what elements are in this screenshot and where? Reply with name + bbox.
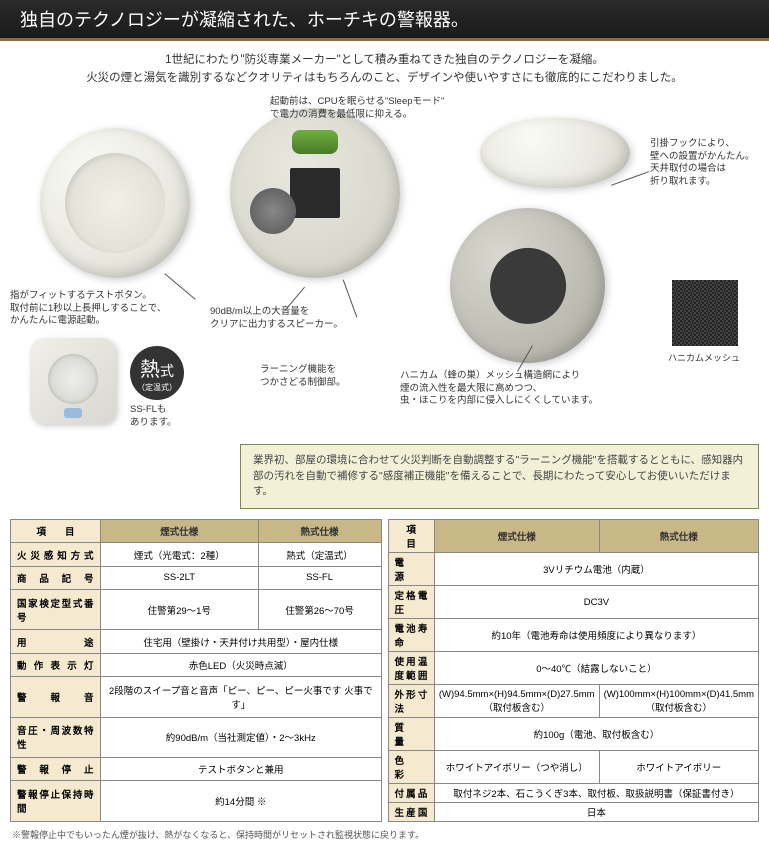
row-header: 国家検定型式番号 <box>11 589 101 630</box>
cell: 約14分間 ※ <box>101 781 382 822</box>
badge-sub: （定温式） <box>137 382 177 393</box>
row-header: 質 量 <box>388 718 434 751</box>
cell: 日本 <box>434 803 758 822</box>
honeycomb-mesh-sample <box>670 278 740 348</box>
row-header: 電 源 <box>388 553 434 586</box>
cell: 3Vリチウム電池（内蔵） <box>434 553 758 586</box>
cell: テストボタンと兼用 <box>101 758 382 781</box>
heat-type-badge: 熱式 （定温式） <box>130 346 184 400</box>
row-header: 付属品 <box>388 784 434 803</box>
annot-test-button: 指がフィットするテストボタン。 取付前に1秒以上長押しすることで、 かんたんに電… <box>10 290 166 328</box>
cell: ホワイトアイボリー <box>599 751 758 784</box>
cell: 0～40℃（結露しないこと） <box>434 652 758 685</box>
annot-honeycomb: ハニカム（蜂の巣）メッシュ構造網により 煙の流入性を最大限に高めつつ、 虫・ほこ… <box>400 370 598 408</box>
row-header: 色 彩 <box>388 751 434 784</box>
cell: SS-2LT <box>101 566 259 589</box>
col-header: 熱式仕様 <box>599 520 758 553</box>
device-internal <box>230 108 400 278</box>
cell: DC3V <box>434 586 758 619</box>
cell: 約100g（電池、取付板含む） <box>434 718 758 751</box>
col-header: 煙式仕様 <box>101 520 259 543</box>
badge-suffix: 式 <box>160 363 174 379</box>
ssfl-text: SS-FLも あります。 <box>130 404 177 430</box>
cell: 熱式（定温式） <box>258 543 381 566</box>
cell: 住警第26～70号 <box>258 589 381 630</box>
annot-learning: ラーニング機能を つかさどる制御部。 <box>260 364 346 390</box>
cell: 約90dB/m（当社測定値）・2～3kHz <box>101 717 382 758</box>
cell: 約10年（電池寿命は使用頻度により異なります） <box>434 619 758 652</box>
row-header: 用 途 <box>11 630 101 653</box>
product-diagram: 熱式 （定温式） SS-FLも あります。 ハニカムメッシュ 起動前は、CPUを… <box>10 98 759 438</box>
cell: 煙式（光電式：2種） <box>101 543 259 566</box>
device-heat <box>30 338 116 424</box>
cell: SS-FL <box>258 566 381 589</box>
intro-text: 1世紀にわたり"防災専業メーカー"として積み重ねてきた独自のテクノロジーを凝縮。… <box>0 41 769 98</box>
control-chip <box>290 168 340 218</box>
row-header: 警報停止保持時間 <box>11 781 101 822</box>
device-side <box>480 118 630 188</box>
row-header: 警報停止 <box>11 758 101 781</box>
badge-main: 熱 <box>140 359 160 381</box>
mesh-label: ハニカムメッシュ <box>668 352 740 364</box>
row-header: 外形寸法 <box>388 685 434 718</box>
col-header: 煙式仕様 <box>434 520 599 553</box>
row-header: 定格電圧 <box>388 586 434 619</box>
spec-tables: 項 目煙式仕様熱式仕様火災感知方式煙式（光電式：2種）熱式（定温式）商品記号SS… <box>0 519 769 828</box>
spec-table-b: 項 目煙式仕様熱式仕様電 源3Vリチウム電池（内蔵）定格電圧DC3V電池寿命約1… <box>388 519 760 822</box>
annot-hook: 引掛フックにより、 壁への設置がかんたん。 天井取付の場合は 折り取れます。 <box>650 138 755 189</box>
footnote: ※警報停止中でもいったん煙が抜け、熱がなくなると、保持時間がリセットされ監視状態… <box>0 828 769 849</box>
col-header: 項 目 <box>11 520 101 543</box>
row-header: 警報音 <box>11 677 101 718</box>
cell: (W)94.5mm×(H)94.5mm×(D)27.5mm （取付板含む） <box>434 685 599 718</box>
row-header: 音圧・周波数特性 <box>11 717 101 758</box>
row-header: 商品記号 <box>11 566 101 589</box>
cell: 2段階のスイープ音と音声「ピー、ピー、ピー火事です 火事です」 <box>101 677 382 718</box>
row-header: 生産国 <box>388 803 434 822</box>
page-title: 独自のテクノロジーが凝縮された、ホーチキの警報器。 <box>0 0 769 41</box>
intro-line-1: 1世紀にわたり"防災専業メーカー"として積み重ねてきた独自のテクノロジーを凝縮。 <box>30 51 739 69</box>
cell: ホワイトアイボリー（つや消し） <box>434 751 599 784</box>
col-header: 項 目 <box>388 520 434 553</box>
cell: 赤色LED（火災時点滅） <box>101 653 382 676</box>
col-header: 熱式仕様 <box>258 520 381 543</box>
row-header: 火災感知方式 <box>11 543 101 566</box>
row-header: 動作表示灯 <box>11 653 101 676</box>
cell: 住宅用（壁掛け・天井付け共用型）・屋内仕様 <box>101 630 382 653</box>
row-header: 電池寿命 <box>388 619 434 652</box>
cell: 取付ネジ2本、石こうくぎ3本、取付板、取扱説明書（保証書付き） <box>434 784 758 803</box>
intro-line-2: 火災の煙と湯気を識別するなどクオリティはもちろんのこと、デザインや使いやすさにも… <box>30 69 739 87</box>
spec-table-a: 項 目煙式仕様熱式仕様火災感知方式煙式（光電式：2種）熱式（定温式）商品記号SS… <box>10 519 382 822</box>
device-back <box>440 198 615 373</box>
device-front <box>40 128 190 278</box>
feature-info-box: 業界初、部屋の環境に合わせて火災判断を自動調整する"ラーニング機能"を搭載すると… <box>240 444 759 509</box>
battery <box>292 130 338 154</box>
row-header: 使用温度範囲 <box>388 652 434 685</box>
cell: 住警第29～1号 <box>101 589 259 630</box>
cell: (W)100mm×(H)100mm×(D)41.5mm （取付板含む） <box>599 685 758 718</box>
annot-sleep: 起動前は、CPUを眠らせる"Sleepモード" で電力の消費を最低限に抑える。 <box>270 96 444 122</box>
annot-speaker: 90dB/m以上の大音量を クリアに出力するスピーカー。 <box>210 306 343 332</box>
